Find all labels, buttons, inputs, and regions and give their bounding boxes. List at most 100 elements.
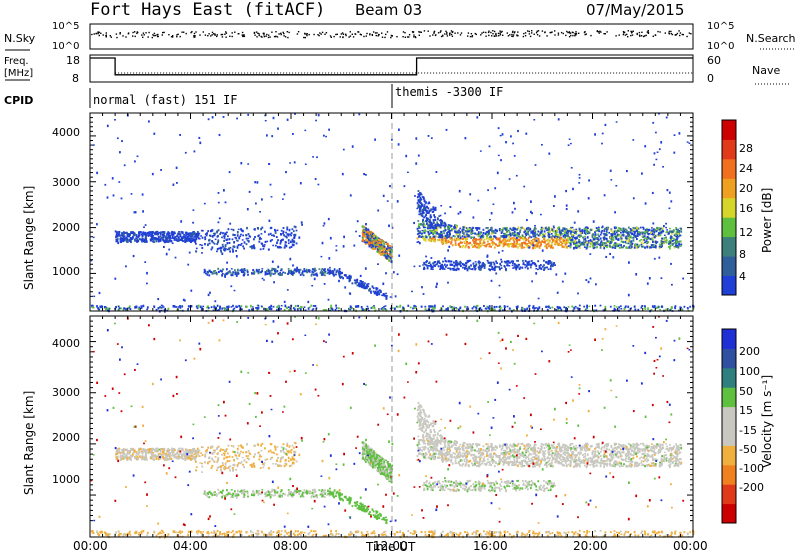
power-cell [499,306,502,309]
power-cell [384,308,387,310]
power-cell [376,293,379,296]
power-cell [473,265,475,268]
noise-point [544,31,546,34]
power-cell [358,235,361,237]
power-cell [549,262,552,264]
power-cell [261,226,264,229]
power-cell [494,229,497,232]
power-cell [674,306,676,309]
power-cell [523,185,526,188]
power-cell [166,233,169,235]
power-cell [433,306,436,309]
power-cell [675,230,678,233]
power-cell [368,245,371,248]
power-cell [134,211,137,214]
power-cell [669,309,671,311]
noise-point [630,32,633,34]
power-cell [241,230,243,232]
power-cell [327,298,330,301]
power-cell [311,268,314,271]
power-cell [200,229,203,232]
power-cell [205,272,207,275]
power-cell [210,248,213,251]
noise-point [105,32,107,34]
power-cell [456,264,459,267]
power-cell [447,234,450,236]
power-cell [172,305,175,308]
power-cell [657,235,660,237]
power-cell [203,268,206,271]
power-cell [616,244,619,248]
power-cell [433,307,436,310]
power-cell [537,307,539,310]
power-cell [245,305,248,309]
power-cell [285,244,288,248]
power-cell [351,306,353,310]
power-cell [420,236,423,238]
noise-point [267,36,270,39]
power-cell [468,227,471,229]
power-cell [488,305,491,308]
power-cell [372,232,374,235]
power-cell [455,237,458,240]
noise-point [119,33,121,35]
noise-point [258,33,260,35]
power-cell [475,227,478,230]
noise-point [402,36,404,38]
power-cell [529,266,532,269]
power-cell [362,283,364,285]
power-cell [129,308,132,311]
power-cell [231,248,234,250]
power-cell [445,265,447,268]
noise-point [512,30,514,33]
power-cell [663,239,666,242]
power-cell [634,227,636,230]
power-cell [595,227,598,229]
power-cell [439,214,442,217]
power-cell [579,243,582,246]
power-cell [320,269,323,271]
noise-point [195,31,197,33]
power-cell [290,272,293,275]
power-cell [644,306,646,309]
noise-point [225,36,227,38]
power-cell [203,271,206,274]
power-cell [427,207,430,210]
power-cell [297,304,299,307]
noise-point [570,34,572,37]
noise-point [429,35,431,37]
power-cell [507,260,510,263]
power-cell [226,268,228,271]
power-cell [604,305,607,308]
power-cell [554,234,557,237]
power-cell [513,155,516,157]
power-cell [311,285,314,287]
power-cell [151,238,153,240]
noise-point [537,30,540,32]
power-cell [627,237,630,240]
noise-point [640,35,643,37]
power-cell [162,233,164,237]
power-cell [484,307,487,310]
power-cell [224,232,227,235]
power-cell [390,258,393,262]
power-cell [572,230,575,234]
power-cell [434,208,437,211]
power-cell [223,307,226,309]
power-cell [190,240,192,243]
power-cell [624,230,627,234]
noise-point [460,32,463,34]
power-cell [207,305,209,308]
power-cell [523,231,526,234]
power-cell [512,267,515,269]
power-cell [224,245,227,248]
power-cell [476,246,478,249]
noise-point [119,32,121,34]
power-cell [239,269,242,271]
power-cell [257,307,260,310]
power-cell [536,243,539,247]
power-cell [167,240,170,243]
power-cell [168,240,171,243]
power-cell [528,235,531,238]
power-cell [435,285,438,289]
